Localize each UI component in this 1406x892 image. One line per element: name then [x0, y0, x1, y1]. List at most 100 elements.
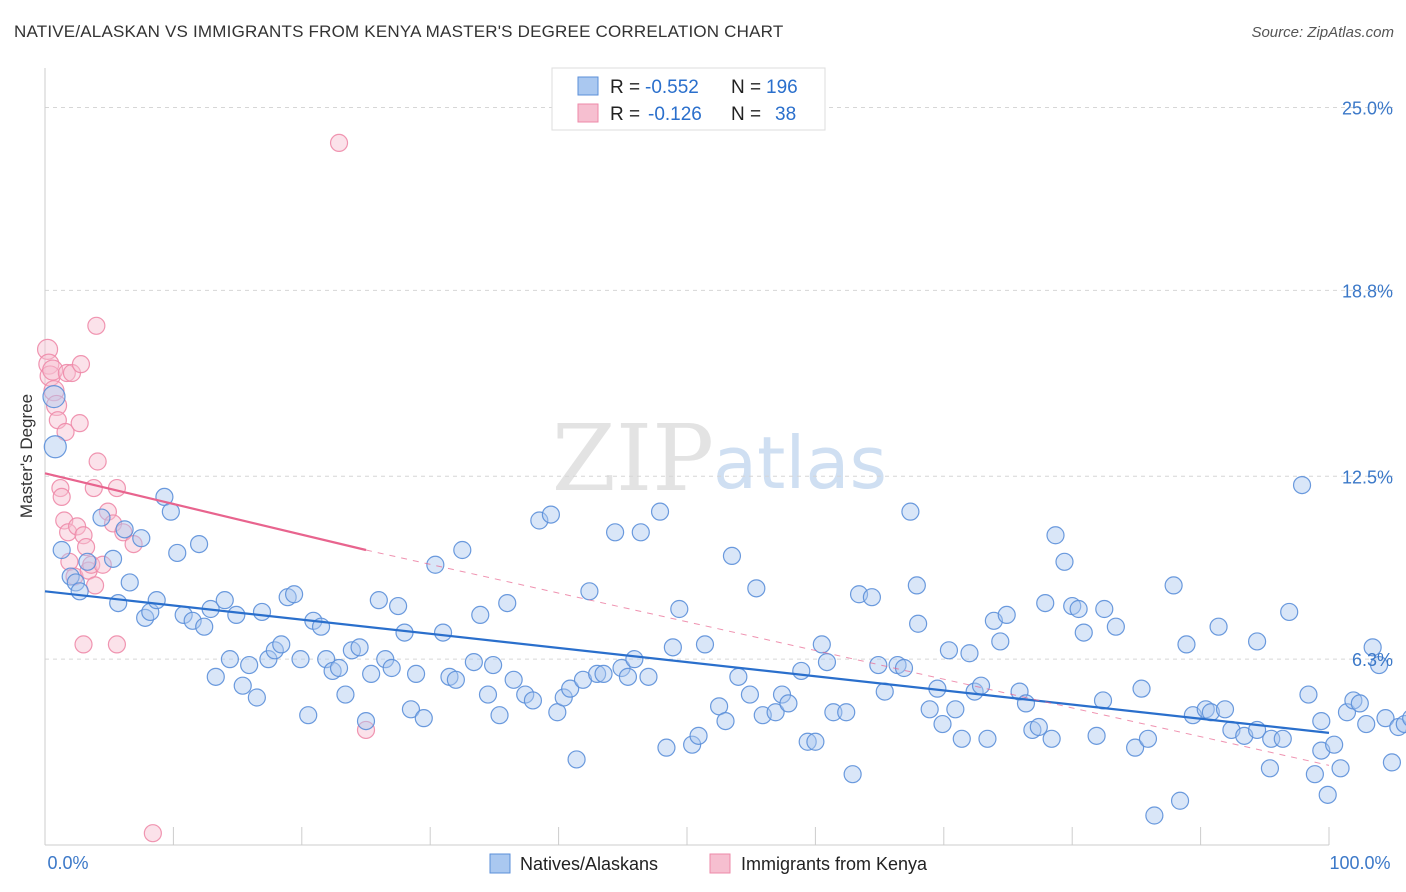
- natives-point: [722, 546, 742, 566]
- natives-point: [1029, 717, 1048, 737]
- natives-point: [909, 614, 928, 633]
- natives-point: [594, 664, 613, 684]
- natives-point: [1331, 759, 1350, 778]
- legend-item-natives-swatch: [489, 853, 511, 874]
- natives-point: [317, 650, 336, 669]
- natives-point: [453, 540, 472, 560]
- natives-point: [115, 520, 134, 539]
- natives-point: [329, 658, 349, 678]
- natives-point: [369, 591, 388, 610]
- legend-item-natives-label: Natives/Alaskans: [520, 854, 658, 874]
- natives-point: [414, 709, 433, 728]
- natives-point: [43, 435, 67, 459]
- natives-point: [168, 543, 187, 563]
- natives-point: [1260, 759, 1280, 778]
- natives-point: [215, 591, 234, 610]
- natives-point: [657, 738, 676, 757]
- legend-r-label-1: R =: [610, 77, 640, 98]
- natives-point: [843, 765, 862, 784]
- legend-n-label-2: N =: [731, 104, 761, 125]
- natives-point: [1337, 703, 1357, 722]
- natives-point: [252, 602, 272, 622]
- natives-point: [946, 700, 965, 719]
- y-tick-labels: 6.3% 12.5% 18.8% 25.0%: [1342, 99, 1393, 671]
- natives-point: [588, 664, 607, 684]
- natives-point: [433, 623, 453, 642]
- legend-r-value-1: -0.552: [645, 77, 699, 98]
- x-tick-label-max: 100.0%: [1329, 853, 1390, 873]
- natives-point: [362, 664, 381, 684]
- natives-point: [1312, 711, 1331, 731]
- natives-point: [1106, 617, 1125, 636]
- natives-point: [490, 706, 509, 725]
- natives-point: [389, 596, 408, 616]
- natives-point: [1170, 791, 1190, 810]
- natives-point: [869, 655, 888, 675]
- natives-point: [284, 585, 304, 604]
- natives-point: [220, 650, 239, 669]
- natives-point: [356, 711, 376, 731]
- natives-point: [61, 567, 80, 586]
- natives-point: [740, 685, 760, 704]
- natives-point: [240, 655, 259, 675]
- kenya-point: [143, 824, 162, 843]
- natives-point: [1395, 714, 1406, 734]
- natives-point: [650, 502, 670, 521]
- legend-swatch-blue: [577, 76, 599, 96]
- natives-point: [766, 703, 785, 722]
- natives-point: [1402, 710, 1406, 726]
- natives-point: [504, 670, 523, 689]
- natives-point: [1318, 785, 1337, 804]
- natives-point: [530, 511, 549, 530]
- natives-point: [336, 685, 355, 704]
- natives-point: [1036, 593, 1055, 613]
- natives-point: [862, 588, 881, 607]
- natives-point: [716, 711, 735, 731]
- natives-point: [1280, 602, 1299, 622]
- natives-point: [837, 703, 856, 722]
- kenya-point: [71, 355, 91, 374]
- y-tick-label: 18.8%: [1342, 281, 1393, 301]
- watermark-atlas: atlas: [713, 421, 887, 505]
- natives-point: [894, 658, 914, 678]
- natives-point: [233, 676, 252, 695]
- natives-point: [70, 582, 89, 601]
- natives-point: [991, 632, 1010, 651]
- natives-point: [183, 611, 202, 630]
- series-legend: Natives/Alaskans Immigrants from Kenya: [489, 853, 928, 874]
- natives-point: [247, 688, 266, 707]
- natives-point: [272, 635, 291, 654]
- natives-point: [227, 605, 246, 625]
- kenya-point: [56, 422, 75, 442]
- natives-point: [1164, 576, 1183, 595]
- natives-point: [66, 573, 85, 592]
- natives-point: [920, 700, 939, 719]
- grid: [45, 107, 1395, 660]
- kenya-point: [84, 478, 103, 498]
- natives-point: [132, 529, 151, 548]
- natives-point: [120, 573, 139, 592]
- natives-point: [1273, 729, 1292, 748]
- natives-point: [382, 658, 401, 678]
- watermark-zip: ZIP: [552, 405, 714, 512]
- natives-point: [952, 729, 971, 748]
- trend-line-kenya: [44, 472, 367, 552]
- natives-point: [406, 664, 426, 684]
- natives-point: [1305, 765, 1324, 784]
- natives-point: [605, 523, 625, 542]
- y-tick-label: 6.3%: [1352, 650, 1393, 670]
- kenya-point: [87, 316, 106, 335]
- trend-line-natives: [44, 590, 1330, 734]
- kenya-point: [74, 635, 93, 654]
- natives-point: [779, 694, 798, 713]
- natives-point: [1010, 682, 1029, 701]
- natives-point: [523, 691, 543, 710]
- trend-line-kenya-extrapolated: [365, 549, 1330, 766]
- natives-point: [561, 679, 580, 698]
- natives-point: [817, 652, 837, 672]
- natives-point: [907, 576, 926, 595]
- natives-point: [663, 638, 682, 657]
- natives-point: [631, 523, 650, 542]
- natives-point: [639, 667, 658, 686]
